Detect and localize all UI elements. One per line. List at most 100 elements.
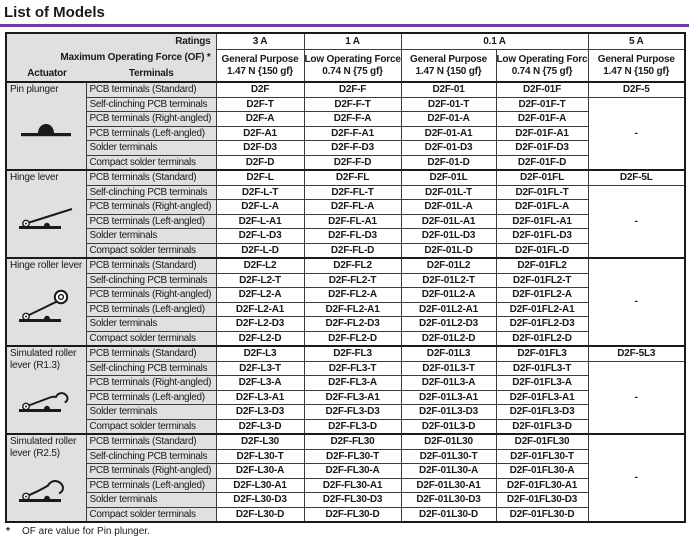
model-row: Compact solder terminals D2F-D D2F-F-D D2F-… [6, 154, 685, 171]
not-available-cell: - [587, 96, 686, 171]
model-cell: D2F-01F-A1 [495, 125, 589, 141]
model-cell: D2F-FL2-D [303, 330, 402, 347]
model-cell: D2F [215, 81, 305, 98]
terminal-type-cell: PCB terminals (Left-angled) [85, 301, 217, 317]
model-row: Hinge roller lever PCB terminals (Standar… [5, 257, 686, 347]
model-cell: D2F-01L30-A [400, 463, 497, 479]
rating-header-0-1a: 0.1 A [400, 32, 589, 51]
model-cell: D2F-L3-A [215, 375, 305, 391]
actuator-label: Hinge roller lever [10, 260, 82, 271]
models-table: Ratings Maximum Operating Force (OF) * A… [5, 32, 687, 523]
model-cell: D2F-L-D3 [215, 228, 305, 244]
model-cell: D2F-01FL2-D [495, 330, 589, 347]
model-cell: D2F-01FL30-D3 [495, 492, 589, 508]
terminal-type-cell: Solder terminals [85, 492, 217, 508]
model-cell: D2F-FL2 [303, 257, 402, 274]
not-available-cell: - [587, 360, 686, 435]
model-cell: D2F-L3-D3 [215, 404, 305, 420]
model-row: PCB terminals (Right-angled) D2F-L2-A D2F-… [6, 287, 685, 303]
actuator-cell: Hinge roller lever [5, 257, 87, 347]
model-row: Solder terminals D2F-L30-D3 D2F-FL30-D3 D2F… [6, 492, 685, 508]
model-row: Compact solder terminals D2F-L-D D2F-FL-D D… [6, 242, 685, 259]
model-cell: D2F-L3-A1 [215, 389, 305, 405]
footnote-marker: * [6, 526, 10, 537]
model-cell: D2F-F-A1 [303, 125, 402, 141]
not-available-cell: - [587, 257, 686, 347]
simulated-roller-lever-r1-3-icon [7, 371, 85, 433]
model-cell: D2F-01-D [400, 154, 497, 171]
terminal-type-cell: Self-clinching PCB terminals [85, 96, 217, 112]
terminal-type-cell: Compact solder terminals [85, 418, 217, 435]
terminal-type-cell: Self-clinching PCB terminals [85, 448, 217, 464]
model-row: PCB terminals (Right-angled) D2F-L30-A D2F… [6, 463, 685, 479]
model-cell: D2F-01FL-A [495, 199, 589, 215]
model-cell: D2F-01L2-D3 [400, 316, 497, 332]
model-cell: D2F-01FL30-D [495, 506, 589, 523]
model-cell: D2F-01L3-A [400, 375, 497, 391]
model-cell: D2F-01FL [495, 169, 589, 186]
model-cell: D2F-01FL30-T [495, 448, 589, 464]
max-operating-force-label: Maximum Operating Force (OF) * [60, 51, 211, 63]
model-cell: D2F-01FL2 [495, 257, 589, 274]
actuator-label: Simulated roller lever (R1.3) [10, 348, 77, 371]
model-cell: D2F-FL30-D3 [303, 492, 402, 508]
model-cell: D2F-A [215, 111, 305, 127]
page: List of Models Ratings Maximum Operating… [0, 3, 689, 537]
model-cell: D2F-01L30 [400, 433, 497, 450]
terminal-type-cell: PCB terminals (Standard) [85, 257, 217, 274]
model-cell: D2F-01L3 [400, 345, 497, 362]
model-cell: D2F-01FL30-A1 [495, 477, 589, 493]
model-cell: D2F-FL30-A [303, 463, 402, 479]
not-available-cell: - [587, 433, 686, 523]
model-row: PCB terminals (Right-angled) D2F-A D2F-F-A… [6, 111, 685, 127]
terminal-type-cell: PCB terminals (Right-angled) [85, 199, 217, 215]
model-row: Solder terminals D2F-L2-D3 D2F-FL2-D3 D2F-0… [6, 316, 685, 332]
terminal-type-cell: Solder terminals [85, 140, 217, 156]
model-cell: D2F-01L [400, 169, 497, 186]
model-cell: D2F-01L-D3 [400, 228, 497, 244]
model-cell: D2F-L30-A [215, 463, 305, 479]
model-cell: D2F-5L [587, 169, 686, 186]
model-row: Compact solder terminals D2F-L30-D D2F-FL3… [6, 506, 685, 523]
model-cell: D2F-FL-D3 [303, 228, 402, 244]
terminal-type-cell: Self-clinching PCB terminals [85, 184, 217, 200]
model-row: PCB terminals (Right-angled) D2F-L3-A D2F-… [6, 375, 685, 391]
model-cell: D2F-L2-D3 [215, 316, 305, 332]
model-cell: D2F-01L30-D [400, 506, 497, 523]
model-row: Solder terminals D2F-D3 D2F-F-D3 D2F-01-D3 D… [6, 140, 685, 156]
model-cell: D2F-L30-D3 [215, 492, 305, 508]
terminal-type-cell: Compact solder terminals [85, 242, 217, 259]
footnote: * OF are value for Pin plunger. [6, 526, 689, 537]
model-cell: D2F-L [215, 169, 305, 186]
model-cell: D2F-01F-D [495, 154, 589, 171]
model-row: PCB terminals (Left-angled) D2F-L2-A1 D2F-… [6, 301, 685, 317]
footnote-text: OF are value for Pin plunger. [22, 526, 150, 537]
model-row: Simulated roller lever (R2.5) PCB termina… [5, 433, 686, 523]
terminal-type-cell: Compact solder terminals [85, 154, 217, 171]
title-accent-rule [0, 24, 689, 27]
model-cell: D2F-01FL30 [495, 433, 589, 450]
model-cell: D2F-5L3 [587, 345, 686, 362]
hinge-lever-icon [7, 184, 85, 258]
model-cell: D2F-01-T [400, 96, 497, 112]
model-cell: D2F-FL3-D [303, 418, 402, 435]
force-header-5: General Purpose 1.47 N {150 gf} [587, 49, 686, 84]
force-header-3: General Purpose 1.47 N {150 gf} [400, 49, 497, 84]
model-row: Compact solder terminals D2F-L2-D D2F-FL2-… [6, 330, 685, 347]
model-cell: D2F-01FL-D3 [495, 228, 589, 244]
terminal-type-cell: PCB terminals (Right-angled) [85, 463, 217, 479]
model-cell: D2F-L3 [215, 345, 305, 362]
actuator-cell: Hinge lever [5, 169, 87, 259]
terminal-type-cell: PCB terminals (Standard) [85, 433, 217, 450]
hinge-roller-lever-icon [7, 272, 85, 346]
model-cell: D2F-F-T [303, 96, 402, 112]
model-row: Self-clinching PCB terminals D2F-L-T D2F-F… [6, 184, 686, 259]
model-cell: D2F-L3-T [215, 360, 305, 376]
model-cell: D2F-01L3-A1 [400, 389, 497, 405]
simulated-roller-lever-r2-5-icon [7, 459, 85, 521]
model-cell: D2F-L-D [215, 242, 305, 259]
actuator-cell: Pin plunger [5, 81, 87, 171]
model-cell: D2F-FL [303, 169, 402, 186]
rating-header-5a: 5 A [587, 32, 686, 51]
model-cell: D2F-01L30-T [400, 448, 497, 464]
